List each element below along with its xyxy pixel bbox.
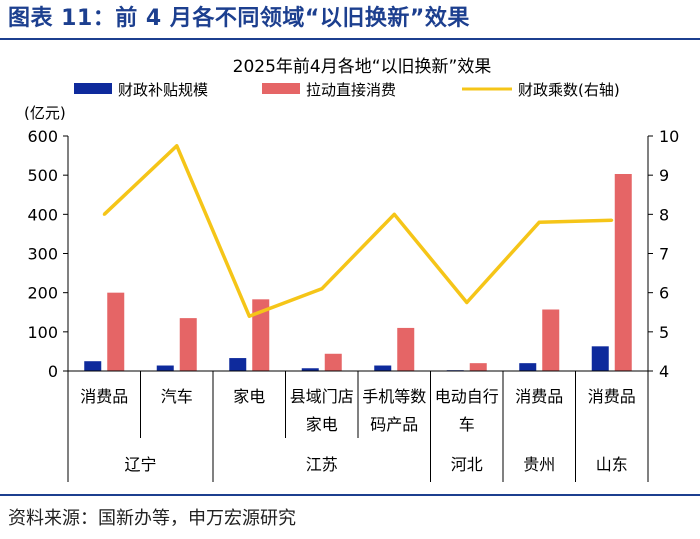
left-tick-label-2: 200 [27,284,58,303]
multiplier-point-7 [610,218,614,222]
multiplier-point-1 [175,144,179,148]
left-tick-label-0: 0 [48,362,58,381]
right-tick-label-0: 4 [659,362,669,381]
legend-label-1: 拉动直接消费 [306,81,396,99]
category-axis: 消费品 汽车 家电 县域门店家电手机等数码产品电动自行车消费品 消费品辽宁 江苏 河北 贵州山… [67,370,649,482]
axes: 0 100 200 300 400 500 600 4 5 6 7 8 9 10 [27,127,679,381]
region-label-4: 山东 [596,455,628,474]
consumption-bar-0 [107,292,125,371]
consumption-bar-7 [614,173,632,371]
legend-label-0: 财政补贴规模 [118,81,208,99]
category-label-5-line-2: 车 [459,415,475,434]
consumption-bar-6 [542,309,560,371]
subsidy-bar-4 [374,365,392,371]
category-label-3-line-2: 家电 [306,415,338,434]
region-label-2: 河北 [451,455,483,474]
category-label-4-line-1: 手机等数 [362,387,426,406]
subsidy-bar-6 [519,363,537,371]
subsidy-bar-0 [84,361,102,371]
bottom-rule [0,494,700,496]
top-rule [0,38,700,40]
left-tick-label-1: 100 [27,323,58,342]
left-tick-label-6: 600 [27,127,58,146]
left-tick-label-3: 300 [27,245,58,264]
multiplier-point-2 [247,314,251,318]
category-label-0: 消费品 [80,387,128,406]
multiplier-point-0 [102,212,106,216]
left-tick-label-4: 400 [27,205,58,224]
right-tick-label-2: 6 [659,284,669,303]
multiplier-point-4 [392,212,396,216]
right-tick-label-1: 5 [659,323,669,342]
region-label-0: 辽宁 [124,455,156,474]
consumption-bar-2 [252,299,270,371]
category-label-6: 消费品 [515,387,563,406]
subsidy-bar-7 [591,346,609,371]
left-axis-unit: (亿元) [24,104,66,122]
category-label-2: 家电 [233,387,265,406]
subsidy-bar-3 [301,368,319,371]
right-tick-label-3: 7 [659,245,669,264]
right-tick-label-5: 9 [659,166,669,185]
chart-title: 2025年前4月各地“以旧换新”效果 [233,57,492,77]
category-label-4-line-2: 码产品 [370,415,418,434]
multiplier-point-5 [465,300,469,304]
consumption-bar-5 [469,363,487,371]
right-tick-label-6: 10 [659,127,679,146]
subsidy-bar-2 [229,358,247,371]
category-label-7: 消费品 [588,387,636,406]
multiplier-line [102,144,614,318]
left-tick-label-5: 500 [27,166,58,185]
subsidy-bar-1 [156,365,174,371]
consumption-bar-4 [397,327,415,371]
legend-swatch-0 [74,83,112,94]
source-note: 资料来源：国新办等，申万宏源研究 [8,508,296,529]
multiplier-point-6 [537,220,541,224]
consumption-bar-3 [324,353,342,371]
category-label-1: 汽车 [161,387,193,406]
region-label-3: 贵州 [523,455,555,474]
legend: 财政补贴规模 拉动直接消费 财政乘数(右轴) [74,81,620,99]
multiplier-point-3 [320,287,324,291]
category-label-3-line-1: 县域门店 [290,387,354,406]
bars [84,173,632,371]
multiplier-polyline [103,144,612,318]
consumption-bar-1 [179,318,197,371]
legend-label-2: 财政乘数(右轴) [518,81,620,99]
figure-title: 图表 11：前 4 月各不同领域“以旧换新”效果 [8,6,470,31]
chart: 2025年前4月各地“以旧换新”效果 财政补贴规模 拉动直接消费 财政乘数(右轴) … [24,57,679,482]
legend-swatch-1 [262,83,300,94]
category-label-5-line-1: 电动自行 [435,387,499,406]
region-label-1: 江苏 [306,455,338,474]
right-tick-label-4: 8 [659,205,669,224]
